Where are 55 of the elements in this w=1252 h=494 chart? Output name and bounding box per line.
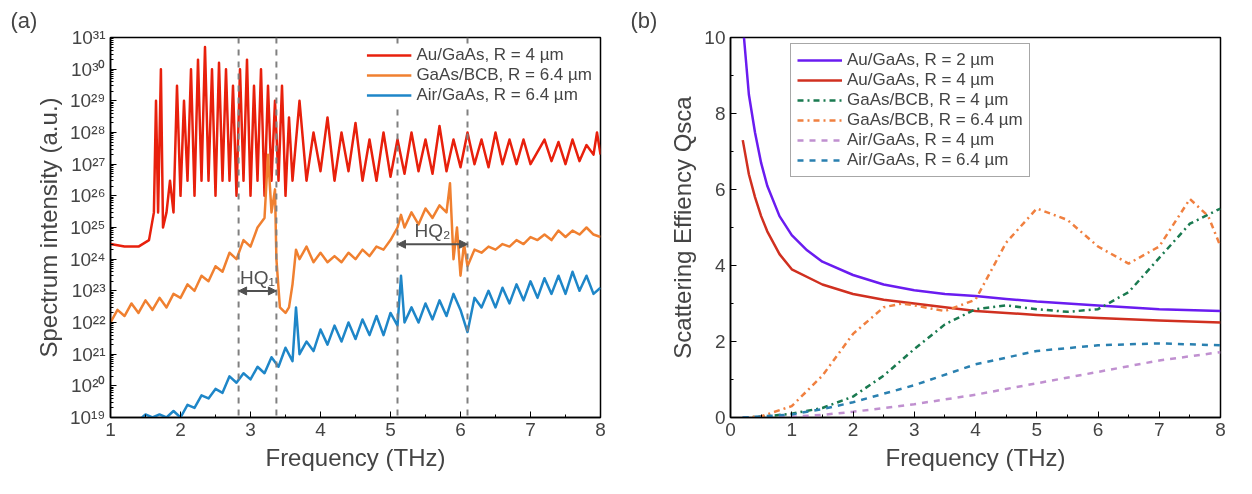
x-tick-label: 3 (908, 418, 920, 440)
y-tick-label: 6 (714, 179, 726, 200)
y-tick-label: 10²⁷ (71, 153, 106, 175)
legend-label: Au/GaAs, R = 4 µm (416, 45, 564, 65)
y-tick-label: 10²³ (71, 280, 106, 302)
x-tick-label: 1 (786, 418, 798, 440)
x-tick-label: 4 (970, 418, 982, 440)
y-tick-label: 10²⁰ (71, 375, 106, 397)
legend-label: Au/GaAs, R = 4 µm (847, 70, 995, 90)
legend-label: Au/GaAs, R = 2 µm (847, 50, 995, 70)
x-tick-label: 5 (1031, 418, 1043, 440)
y-tick-label: 10²² (71, 312, 106, 333)
y-tick-label: 8 (714, 103, 726, 124)
y-tick-label: 10²¹ (71, 343, 106, 365)
x-tick-label: 4 (315, 418, 327, 440)
y-tick-label: 10²⁶ (70, 185, 106, 207)
y-axis-title: Spectrum intensity (a.u.) (34, 97, 62, 358)
x-axis-title: Frequency (THz) (885, 443, 1066, 471)
annotation: HQ₂ (414, 220, 451, 242)
y-tick-label: 10²⁹ (69, 90, 106, 112)
legend-label: Air/GaAs, R = 4 µm (847, 130, 995, 150)
legend-label: GaAs/BCB, R = 6.4 µm (416, 65, 592, 85)
line-series (140, 270, 601, 418)
x-tick-label: 6 (1092, 418, 1104, 440)
y-tick-label: 10²⁴ (69, 248, 106, 270)
line-series (742, 37, 1221, 313)
x-tick-label: 6 (455, 418, 466, 440)
x-axis-title: Frequency (THz) (265, 443, 446, 471)
x-tick-label: 8 (595, 418, 606, 440)
y-tick-label: 10 (704, 27, 726, 48)
line-series (110, 153, 601, 324)
legend-label: Air/GaAs, R = 6.4 µm (416, 85, 578, 105)
legend-label: GaAs/BCB, R = 4 µm (847, 90, 1009, 110)
y-axis-title: Scattering Effiency Qsca (669, 95, 697, 359)
chart-title: (b) (630, 7, 658, 33)
x-tick-label: 2 (847, 418, 859, 440)
legend-label: Air/GaAs, R = 6.4 µm (847, 150, 1009, 170)
x-tick-label: 8 (1215, 418, 1226, 440)
chart-title: (a) (10, 7, 38, 33)
y-tick-label: 4 (714, 255, 726, 276)
y-tick-label: 10³⁰ (71, 58, 106, 80)
legend-label: GaAs/BCB, R = 6.4 µm (847, 110, 1023, 130)
x-tick-label: 5 (385, 418, 396, 440)
x-tick-label: 1 (105, 418, 116, 440)
x-tick-label: 7 (525, 418, 536, 440)
line-series (110, 45, 601, 248)
y-tick-label: 10²⁵ (70, 217, 106, 238)
y-tick-label: 10²⁸ (70, 122, 106, 143)
x-tick-label: 3 (245, 418, 256, 440)
x-tick-label: 2 (175, 418, 186, 440)
annotation: HQ₁ (240, 266, 275, 288)
y-tick-label: 10¹⁹ (69, 407, 106, 428)
y-tick-label: 10³¹ (71, 27, 106, 48)
y-tick-label: 2 (714, 331, 726, 352)
x-tick-label: 7 (1153, 418, 1165, 440)
